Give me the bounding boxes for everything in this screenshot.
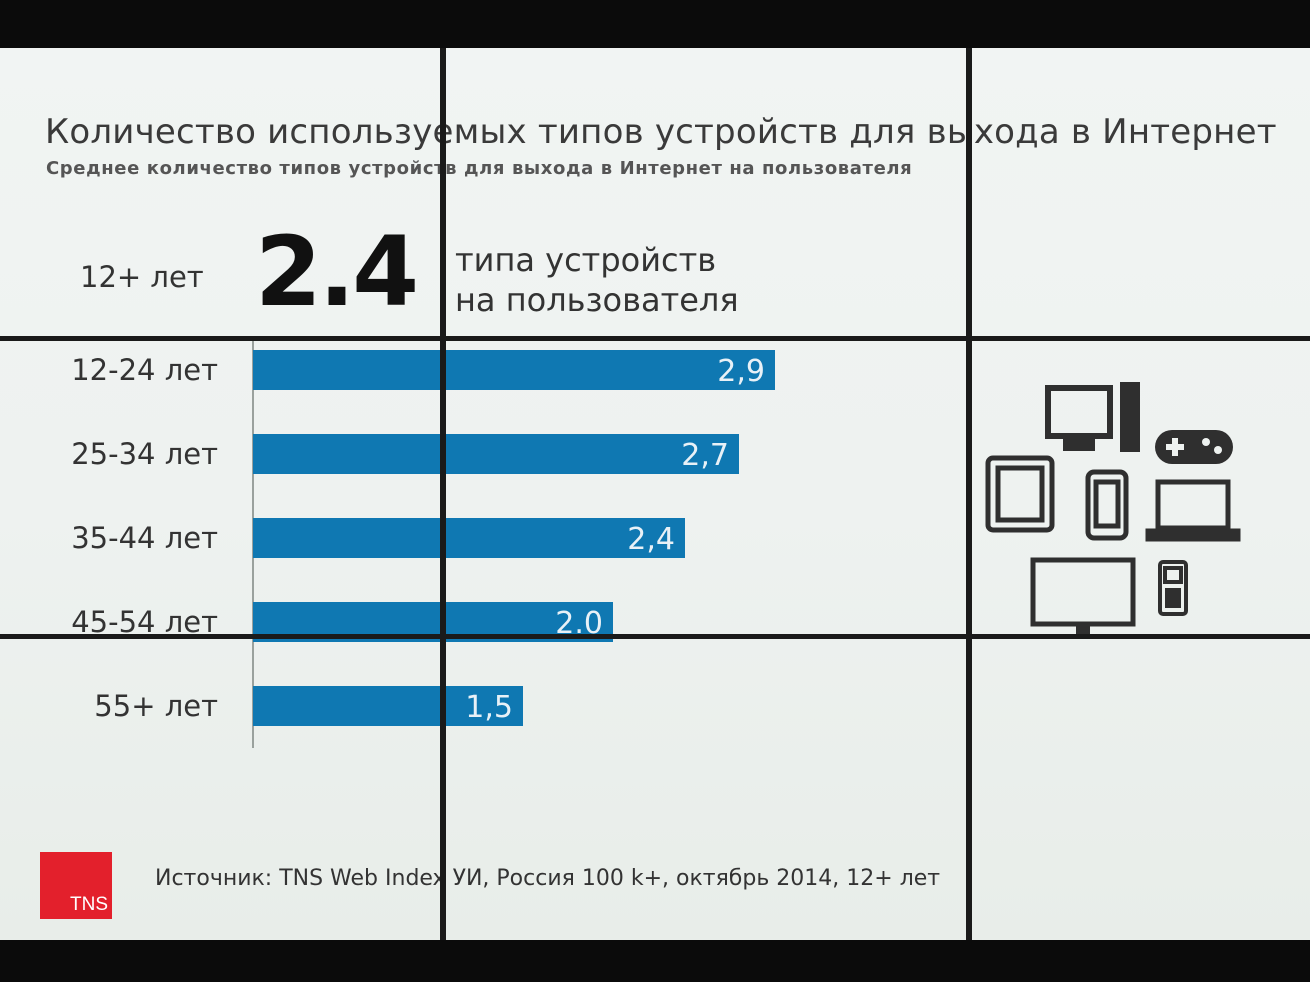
display-bezel-horizontal-2 [0,634,1310,639]
tns-logo-text: TNS [70,894,108,915]
bar-value-label: 1,5 [465,690,513,725]
laptop-icon [1145,479,1241,542]
display-bezel-vertical-1 [440,48,446,940]
tablet-icon [985,455,1055,533]
game-controller-icon [1155,430,1233,464]
bar [253,350,775,390]
slide-title: Количество используемых типов устройств … [45,112,1277,152]
category-label: 25-34 лет [71,437,218,471]
tns-logo: TNS [40,852,112,919]
overall-description-line-2: на пользователя [455,281,739,319]
category-label: 12-24 лет [71,353,218,387]
desktop-monitor-icon [1045,382,1140,452]
bar-value-label: 2,9 [717,354,765,389]
overall-age-label: 12+ лет [80,260,204,294]
bar-value-label: 2,4 [627,522,675,557]
tv-icon [1030,557,1136,634]
overall-value: 2.4 [255,216,419,328]
source-note: Источник: TNS Web Index УИ, Россия 100 k… [155,866,941,891]
display-bezel-vertical-2 [966,48,972,940]
bar [253,518,685,558]
category-label: 45-54 лет [71,605,218,639]
category-label: 55+ лет [94,689,218,723]
overall-description-line-1: типа устройств [455,241,717,279]
bar-value-label: 2,7 [681,438,729,473]
display-bezel-horizontal-1 [0,336,1310,341]
devices-illustration [985,382,1241,634]
mobile-phone-icon [1158,560,1188,616]
presentation-screen: Количество используемых типов устройств … [0,48,1310,940]
overall-description: типа устройств на пользователя [455,240,739,320]
slide-subtitle: Среднее количество типов устройств для в… [46,158,913,179]
bar [253,686,523,726]
category-label: 35-44 лет [71,521,218,555]
smartphone-icon [1085,469,1129,541]
bar [253,434,739,474]
